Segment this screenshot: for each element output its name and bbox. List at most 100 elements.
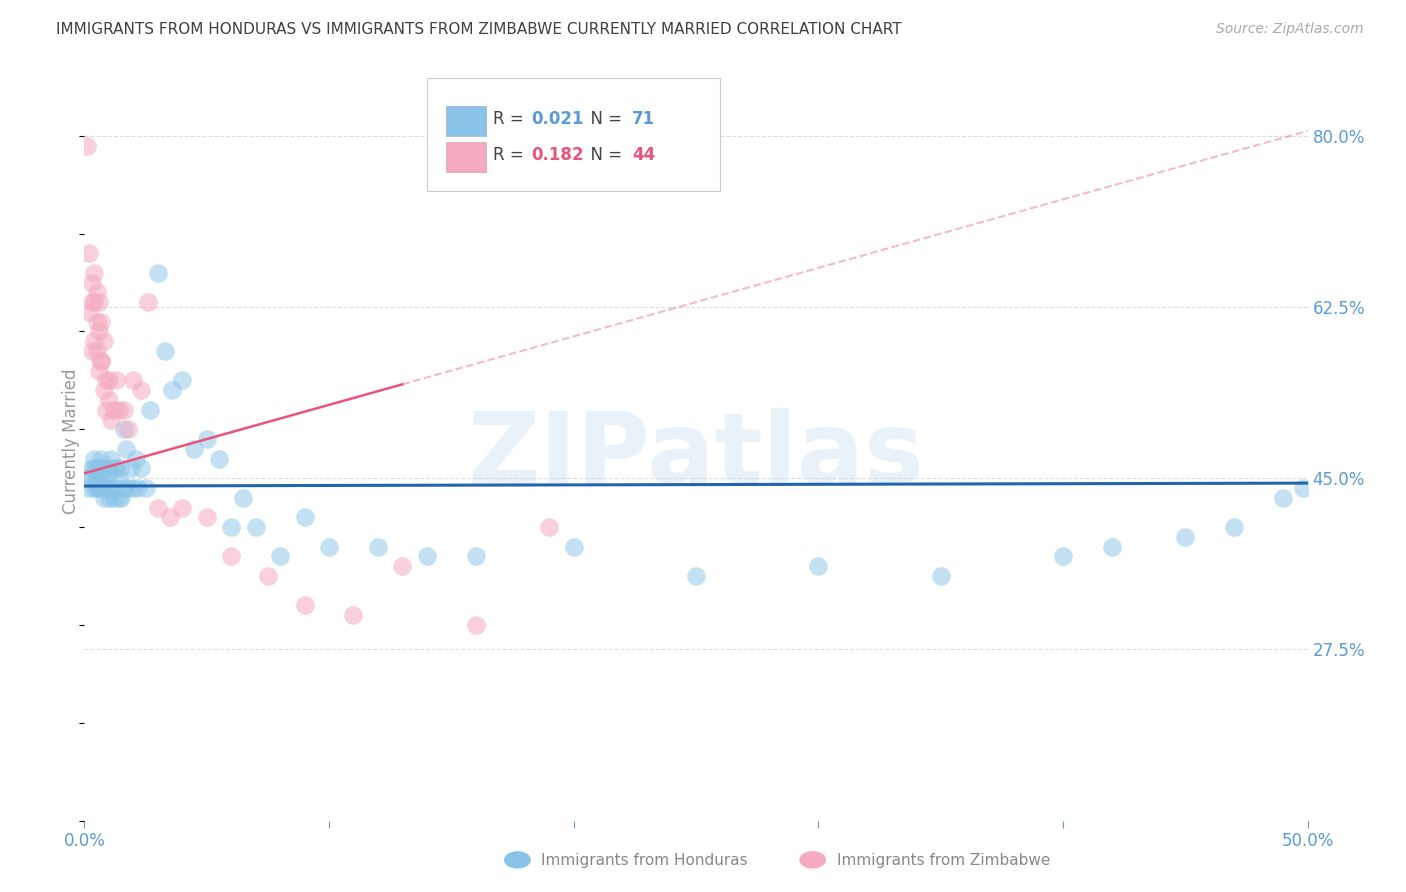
Point (208, 451, 231, 466)
Text: R =: R = (494, 111, 529, 128)
FancyBboxPatch shape (427, 78, 720, 191)
Point (86, 285, 108, 300)
Point (153, 344, 176, 359)
Point (1292, 481, 1315, 495)
Point (117, 422, 139, 436)
Point (105, 373, 128, 387)
Point (129, 383, 152, 397)
Point (90, 461, 112, 475)
Point (90, 354, 112, 368)
Text: N =: N = (579, 146, 627, 164)
Point (80, 344, 103, 359)
Point (232, 491, 254, 505)
Point (87, 481, 110, 495)
Point (135, 481, 157, 495)
Point (112, 481, 135, 495)
Point (97, 373, 120, 387)
Point (146, 500, 169, 515)
Point (80, 295, 103, 310)
Point (257, 569, 280, 583)
Point (93, 461, 115, 475)
FancyBboxPatch shape (447, 106, 485, 136)
Point (294, 599, 316, 613)
Point (96, 471, 118, 485)
Point (269, 549, 291, 564)
Point (110, 491, 132, 505)
Point (96, 373, 118, 387)
Point (146, 266, 169, 280)
Point (367, 540, 389, 554)
Point (97, 491, 120, 505)
Point (90, 354, 112, 368)
Text: 44: 44 (633, 146, 655, 164)
Text: 71: 71 (633, 111, 655, 128)
Point (125, 451, 148, 466)
Point (103, 402, 125, 417)
Point (219, 549, 242, 564)
Point (100, 481, 122, 495)
Point (83, 481, 105, 495)
Text: ZIPatlas: ZIPatlas (468, 409, 924, 505)
Point (294, 510, 316, 524)
Point (464, 618, 486, 632)
Point (76, 138, 98, 153)
Point (90, 481, 112, 495)
Point (122, 481, 145, 495)
Point (1174, 530, 1197, 544)
Point (83, 295, 105, 310)
Point (129, 461, 152, 475)
Point (127, 481, 149, 495)
Point (80, 276, 103, 290)
Point (77, 246, 100, 260)
Point (86, 344, 108, 359)
Point (83, 266, 105, 280)
Text: Immigrants from Zimbabwe: Immigrants from Zimbabwe (837, 854, 1050, 868)
Point (83, 461, 105, 475)
Point (107, 402, 129, 417)
Point (1052, 549, 1074, 564)
Point (112, 402, 135, 417)
Y-axis label: Currently Married: Currently Married (62, 368, 80, 515)
Point (96, 402, 118, 417)
Point (172, 373, 194, 387)
Point (93, 334, 115, 349)
Point (172, 500, 194, 515)
Point (1223, 520, 1246, 534)
Point (219, 520, 242, 534)
Text: 0.021: 0.021 (531, 111, 583, 128)
Point (416, 549, 439, 564)
Point (245, 520, 267, 534)
Point (107, 471, 129, 485)
Point (1272, 491, 1295, 505)
Point (562, 540, 585, 554)
Point (120, 461, 142, 475)
Point (464, 549, 486, 564)
FancyBboxPatch shape (447, 142, 485, 171)
Point (96, 481, 118, 495)
Point (929, 569, 952, 583)
Point (87, 461, 110, 475)
Text: Immigrants from Honduras: Immigrants from Honduras (541, 854, 748, 868)
Point (86, 481, 108, 495)
Text: R =: R = (494, 146, 529, 164)
Point (105, 481, 128, 495)
Point (318, 540, 340, 554)
Text: IMMIGRANTS FROM HONDURAS VS IMMIGRANTS FROM ZIMBABWE CURRENTLY MARRIED CORRELATI: IMMIGRANTS FROM HONDURAS VS IMMIGRANTS F… (56, 22, 901, 37)
Point (391, 559, 413, 574)
Point (93, 383, 115, 397)
Point (117, 481, 139, 495)
Point (80, 471, 103, 485)
Point (87, 295, 110, 310)
Point (159, 510, 181, 524)
Point (538, 520, 561, 534)
Point (139, 402, 162, 417)
Point (77, 481, 100, 495)
Point (86, 471, 108, 485)
Point (183, 442, 205, 456)
Point (80, 461, 103, 475)
Point (90, 315, 112, 329)
Point (110, 461, 132, 475)
Point (112, 422, 135, 436)
Point (195, 432, 218, 446)
Point (685, 569, 707, 583)
